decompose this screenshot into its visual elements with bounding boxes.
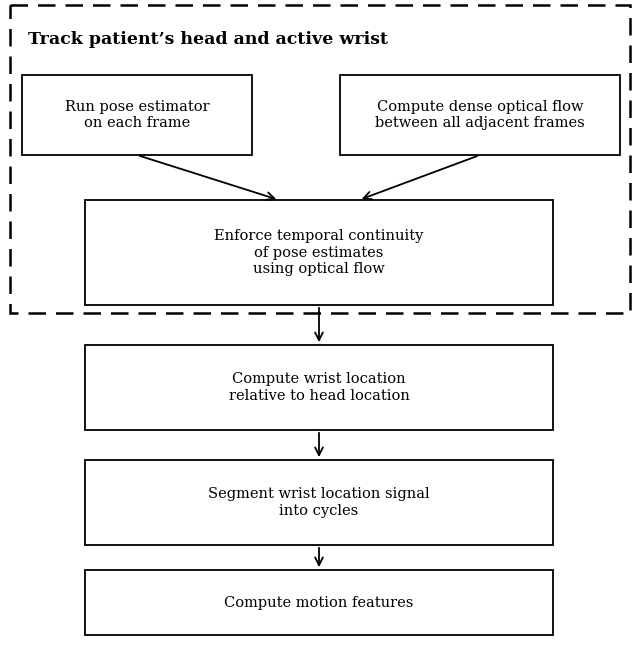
Bar: [85, 570, 553, 635]
Text: Compute dense optical flow
between all adjacent frames: Compute dense optical flow between all a…: [375, 100, 585, 130]
Bar: [85, 200, 553, 305]
Text: Segment wrist location signal
into cycles: Segment wrist location signal into cycle…: [208, 488, 430, 517]
Bar: [22, 75, 252, 155]
Text: Track patient’s head and active wrist: Track patient’s head and active wrist: [28, 32, 388, 48]
Text: Enforce temporal continuity
of pose estimates
using optical flow: Enforce temporal continuity of pose esti…: [214, 230, 424, 275]
Bar: [85, 345, 553, 430]
Text: Compute motion features: Compute motion features: [224, 595, 413, 610]
Text: Compute wrist location
relative to head location: Compute wrist location relative to head …: [228, 372, 410, 402]
Bar: [340, 75, 620, 155]
Bar: [10, 5, 630, 313]
Text: Run pose estimator
on each frame: Run pose estimator on each frame: [65, 100, 209, 130]
Bar: [85, 460, 553, 545]
